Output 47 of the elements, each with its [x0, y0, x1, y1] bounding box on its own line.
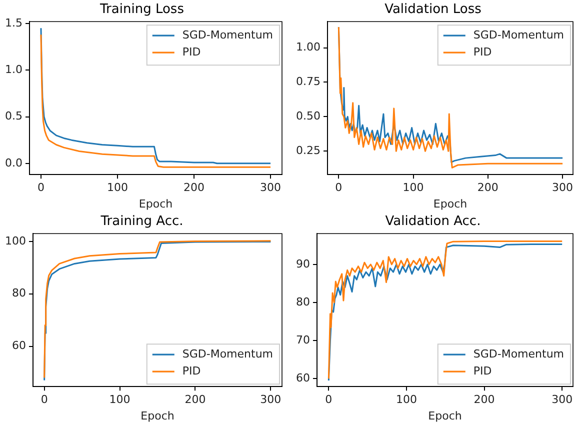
x-axis-title: Epoch	[433, 197, 468, 210]
chart-title: Training Acc.	[100, 214, 184, 229]
y-tick-label: 1.5	[4, 16, 22, 30]
x-tick-label: 300	[260, 392, 282, 406]
legend-label: SGD-Momentum	[473, 346, 564, 360]
y-tick-label: 0.25	[296, 144, 320, 158]
x-tick-label: 100	[396, 392, 417, 406]
legend-label: PID	[473, 364, 492, 377]
chart-title: Validation Acc.	[385, 214, 481, 229]
y-tick-label: 70	[296, 332, 310, 346]
x-tick-label: 200	[474, 392, 495, 406]
x-axis-title: Epoch	[140, 408, 174, 422]
x-axis-title: Epoch	[138, 197, 173, 210]
legend-label: SGD-Momentum	[182, 28, 274, 42]
x-tick-label: 200	[184, 392, 206, 406]
chart-title: Validation Loss	[384, 2, 482, 18]
y-tick-label: 1.0	[4, 62, 22, 76]
x-tick-label: 0	[335, 181, 342, 194]
y-tick-label: 100	[4, 234, 26, 247]
y-tick-label: 1.00	[296, 40, 320, 54]
x-tick-label: 200	[477, 181, 498, 194]
x-tick-label: 100	[109, 392, 130, 406]
legend-label: SGD-Momentum	[182, 346, 274, 360]
y-tick-label: 60	[12, 338, 26, 352]
x-tick-label: 100	[402, 181, 424, 194]
legend-label: PID	[473, 45, 492, 58]
y-tick-label: 0.50	[296, 110, 320, 123]
x-tick-label: 300	[552, 181, 574, 194]
x-tick-label: 0	[40, 392, 48, 406]
x-tick-label: 0	[37, 181, 44, 194]
x-tick-label: 0	[325, 392, 332, 406]
legend-label: PID	[182, 364, 201, 377]
y-tick-label: 90	[296, 256, 310, 270]
y-tick-label: 80	[296, 294, 310, 308]
legend-label: PID	[182, 45, 201, 58]
y-tick-label: 80	[12, 286, 26, 300]
y-tick-label: 60	[296, 370, 310, 384]
x-tick-label: 200	[184, 181, 205, 194]
x-tick-label: 100	[106, 181, 128, 194]
legend-label: SGD-Momentum	[473, 28, 564, 42]
x-tick-label: 300	[260, 181, 282, 194]
chart-title: Training Loss	[99, 2, 184, 18]
y-tick-label: 0.5	[4, 110, 22, 123]
y-tick-label: 0.0	[4, 156, 22, 170]
y-tick-label: 0.75	[296, 75, 320, 88]
x-axis-title: Epoch	[428, 408, 462, 422]
x-tick-label: 300	[552, 392, 573, 406]
